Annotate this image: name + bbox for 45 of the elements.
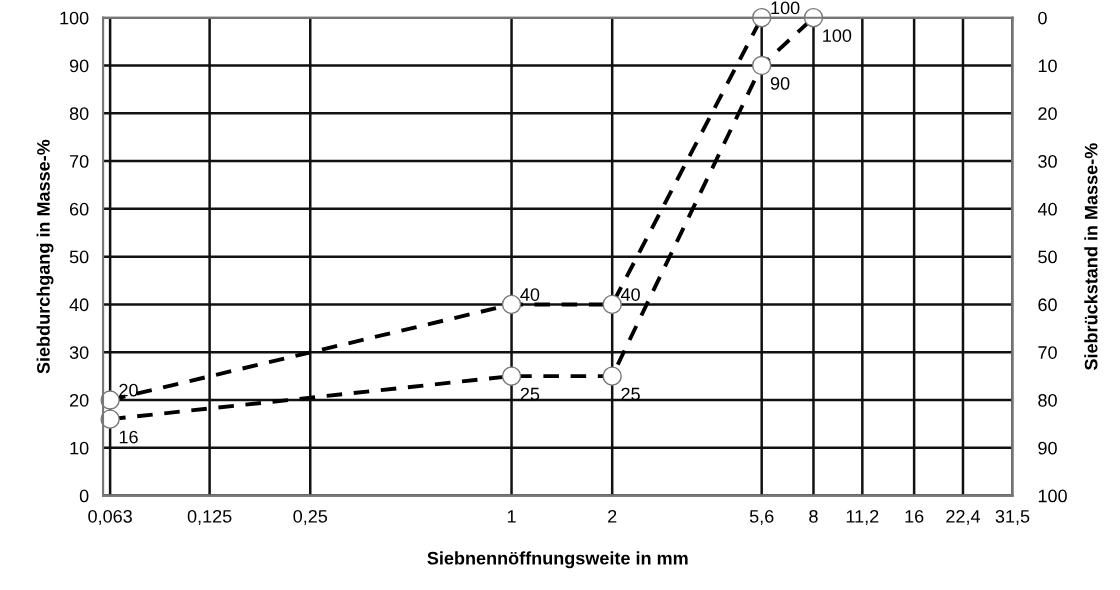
y2-tick-label: 50 — [1038, 250, 1057, 264]
y-tick-label: 30 — [69, 346, 89, 359]
y2-axis-title: Siebrückstand in Masse-% — [1084, 143, 1098, 371]
x-tick-label: 11,2 — [846, 509, 879, 525]
data-label: 100 — [771, 1, 800, 15]
y-tick-label: 90 — [69, 59, 89, 73]
x-tick-label: 0,25 — [293, 509, 328, 525]
x-tick-label: 2 — [608, 509, 617, 523]
data-label: 20 — [119, 383, 138, 397]
y-tick-label: 20 — [69, 393, 89, 407]
y2-tick-label: 60 — [1038, 298, 1057, 312]
y2-tick-label: 70 — [1038, 346, 1057, 359]
y-tick-label: 0 — [79, 489, 89, 503]
y-tick-label: 40 — [69, 298, 89, 312]
y2-tick-label: 90 — [1038, 441, 1057, 455]
x-tick-label: 0,063 — [88, 509, 132, 525]
y-tick-label: 70 — [70, 155, 89, 168]
x-tick-label: 0,125 — [187, 509, 232, 525]
x-tick-label: 16 — [905, 509, 924, 523]
y-axis-title: Siebdurchgang in Masse-% — [36, 139, 54, 374]
data-label: 90 — [770, 77, 790, 90]
y2-tick-label: 0 — [1038, 11, 1047, 25]
data-label: 25 — [520, 387, 540, 401]
y-tick-label: 100 — [60, 11, 89, 25]
y2-tick-label: 80 — [1038, 393, 1057, 407]
y2-tick-label: 30 — [1038, 155, 1057, 168]
data-label: 40 — [520, 288, 540, 301]
x-axis-title: Siebnennöffnungsweite in mm — [427, 551, 688, 569]
x-tick-label: 31,5 — [995, 509, 1030, 525]
y-tick-label: 50 — [69, 250, 89, 264]
y-tick-label: 10 — [70, 441, 89, 455]
x-tick-label: 22,4 — [946, 509, 981, 525]
x-tick-label: 1 — [507, 510, 516, 523]
data-label: 16 — [119, 430, 138, 444]
y-tick-label: 80 — [69, 107, 89, 120]
x-tick-label: 5,6 — [749, 509, 774, 525]
y-tick-label: 60 — [69, 202, 89, 216]
data-label: 100 — [823, 29, 852, 42]
x-tick-label: 8 — [809, 509, 818, 523]
y2-tick-label: 100 — [1038, 489, 1067, 503]
data-label: 25 — [621, 387, 640, 401]
y2-tick-label: 10 — [1038, 59, 1057, 73]
data-label: 40 — [620, 288, 640, 301]
y2-tick-label: 20 — [1038, 107, 1057, 120]
y2-tick-label: 40 — [1037, 202, 1057, 216]
